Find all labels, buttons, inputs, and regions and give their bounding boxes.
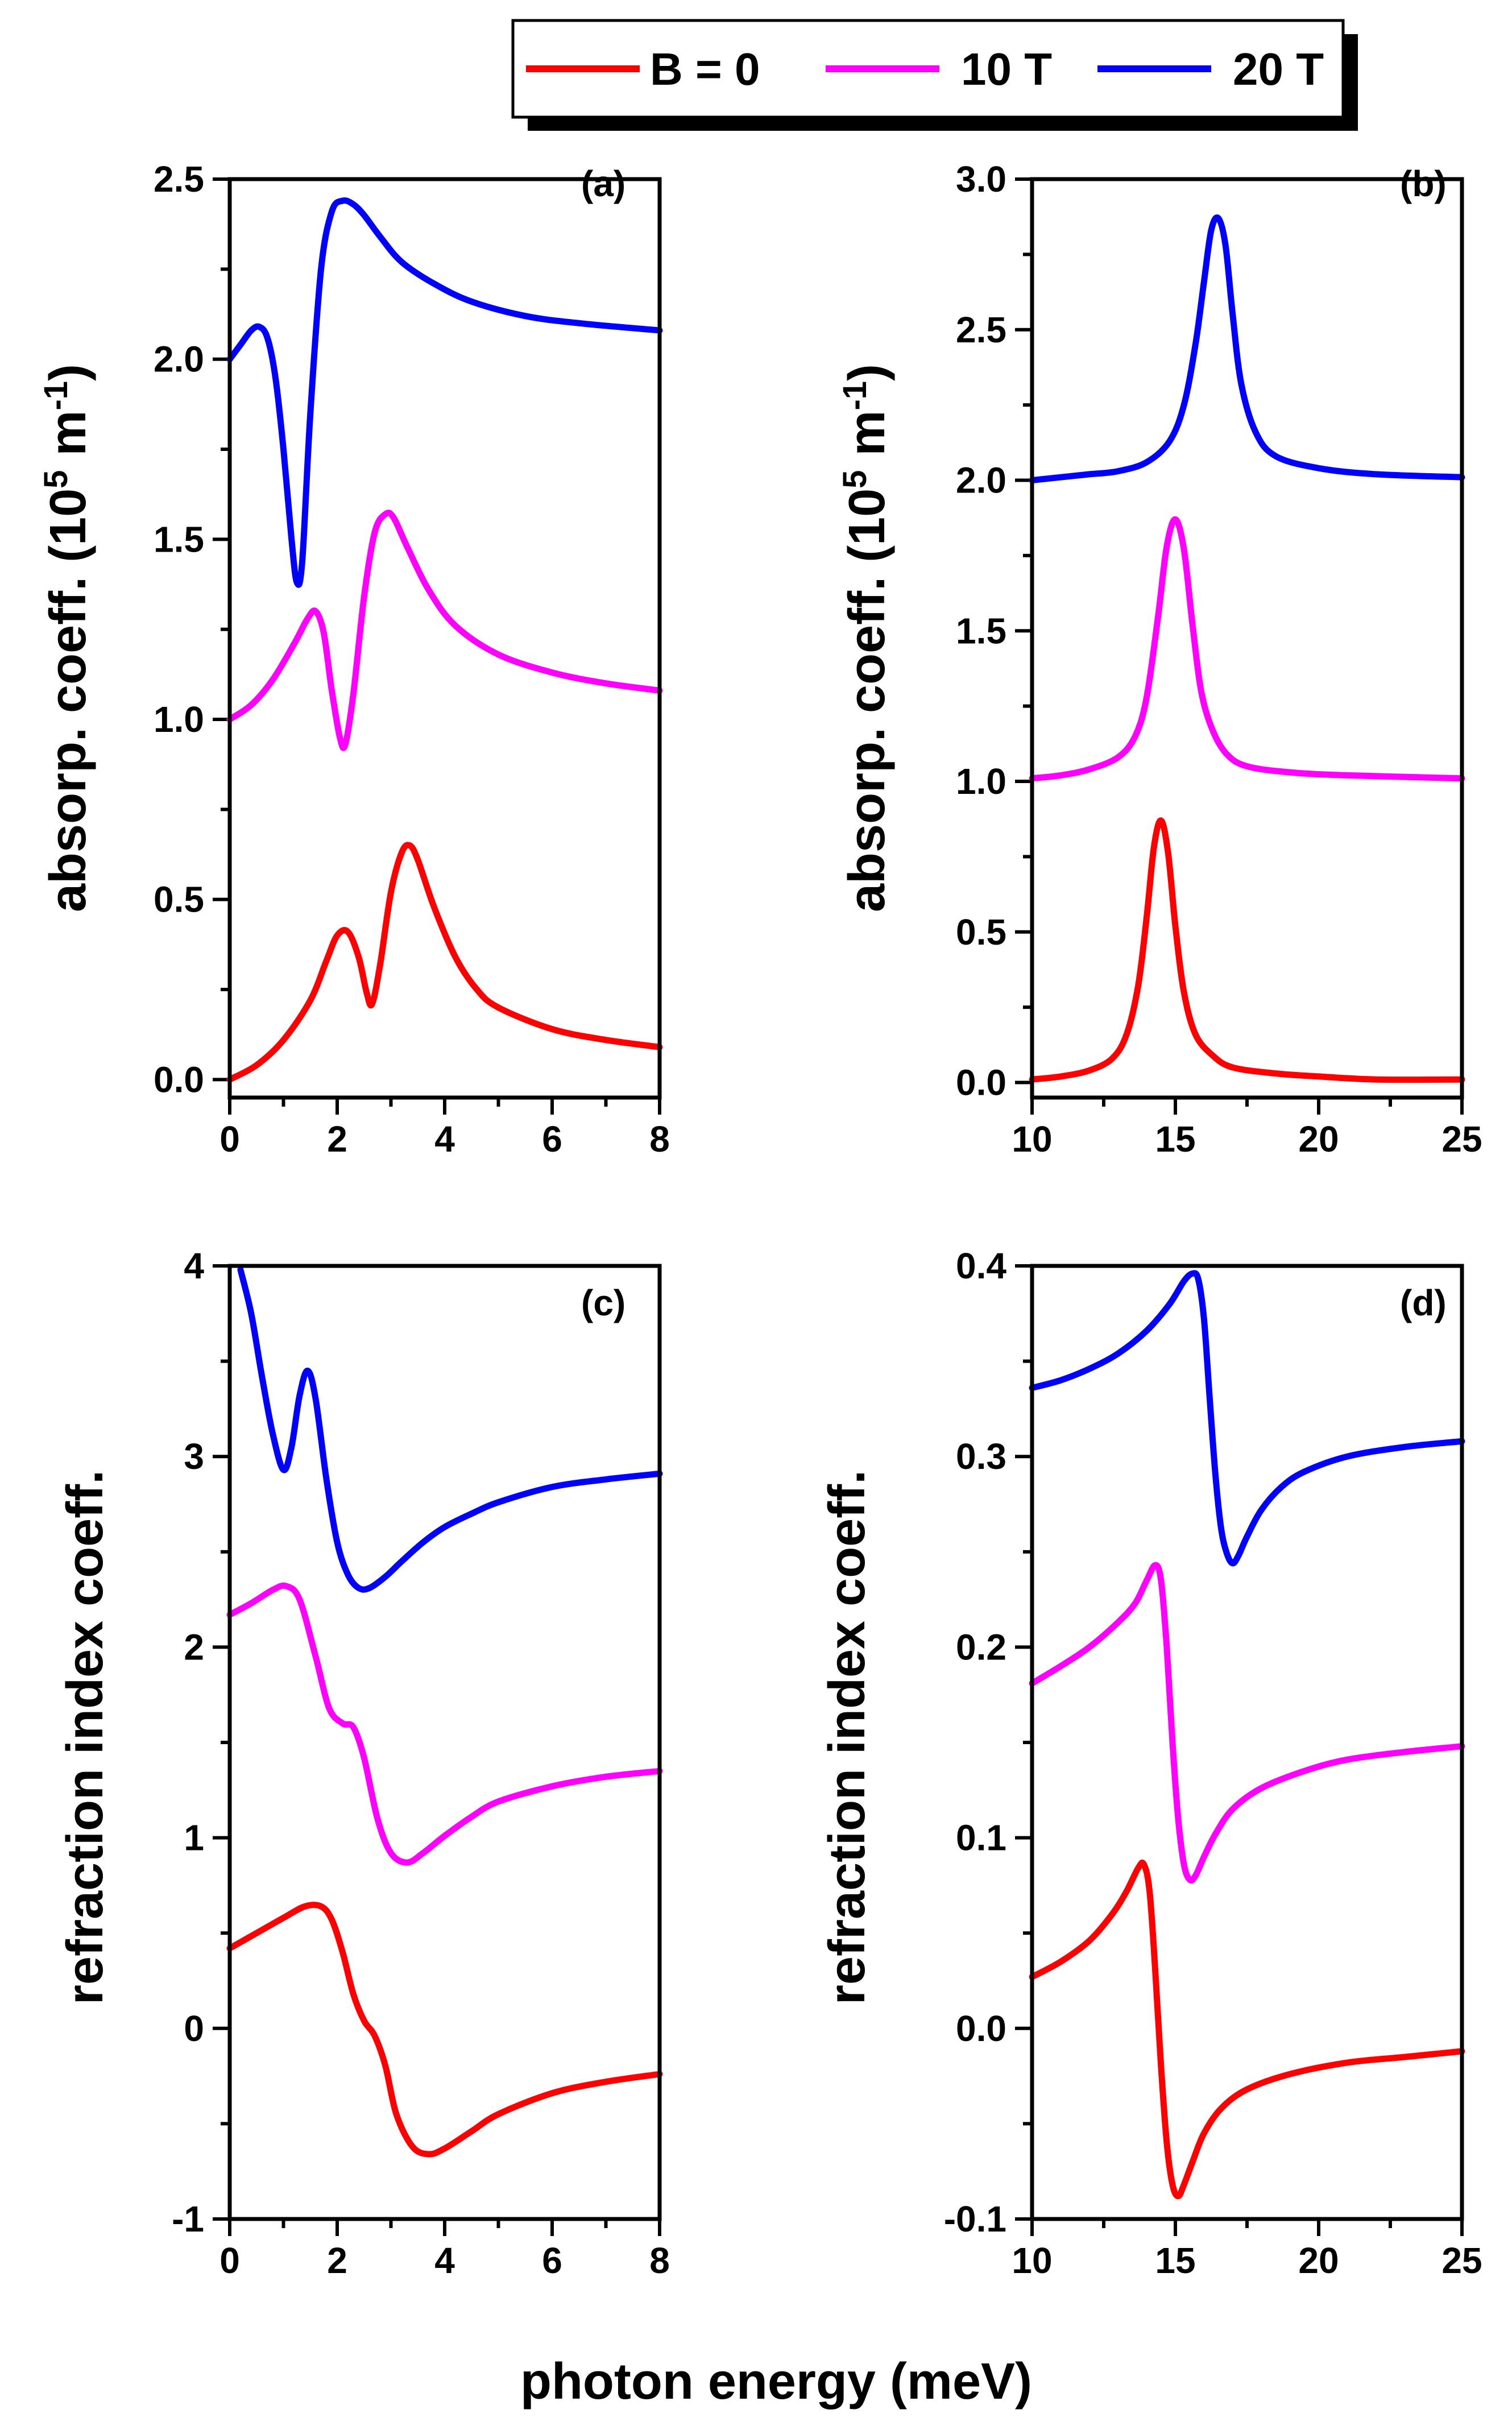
panel-c-xtick-label: 2 [327, 2240, 347, 2281]
panel-a-label: (a) [581, 163, 625, 204]
panel-d: 10 15 20 25 -0.1 0.0 0.1 0.2 0.3 0.4 (d) refracti… [819, 1245, 1482, 2281]
panel-b-ytick-label: 1.0 [956, 761, 1006, 802]
legend-label-10t: 10 T [961, 44, 1052, 94]
panel-b-xtick-label: 15 [1155, 1119, 1195, 1160]
panel-a-ytick-label: 1.5 [154, 519, 204, 560]
panel-d-series-10t [1029, 1562, 1465, 1884]
panel-d-ytick-label: 0.1 [956, 1818, 1006, 1858]
panel-b-ytick-label: 2.0 [956, 460, 1006, 501]
panel-b-label: (b) [1400, 163, 1447, 204]
panel-d-series-b0 [1029, 1860, 1465, 2200]
panel-a-ytick-label: 2.5 [154, 159, 204, 200]
panel-b-ytick-label: 3.0 [956, 159, 1006, 200]
panel-d-xtick-label: 20 [1298, 2240, 1339, 2281]
panel-c-label: (c) [581, 1282, 625, 1323]
panel-a-series-20t [226, 197, 663, 588]
panel-d-ytick-label: 0.4 [956, 1245, 1006, 1286]
panel-b-series-20t [1029, 214, 1465, 483]
panel-a-xtick-label: 4 [434, 1119, 455, 1160]
panel-c-xtick-label: 8 [649, 2240, 670, 2281]
panel-d-frame [1030, 1264, 1464, 2221]
panel-d-ytick-label: 0.3 [956, 1436, 1006, 1477]
panel-a-xtick-label: 6 [542, 1119, 562, 1160]
panel-b-ytick-label: 1.5 [956, 610, 1006, 651]
x-axis-title: photon energy (meV) [520, 2353, 1032, 2410]
panel-a-ytick-label: 0.0 [154, 1059, 204, 1100]
panel-a-xtick-label: 0 [219, 1119, 240, 1160]
panel-d-ylabel: refraction index coeff. [819, 1470, 876, 2005]
panel-b-series-b0 [1029, 817, 1465, 1083]
panel-d-xtick-label: 15 [1155, 2240, 1195, 2281]
panel-c-xtick-label: 6 [542, 2240, 562, 2281]
panel-c-ytick-label: -1 [172, 2199, 204, 2239]
panel-d-label: (d) [1400, 1282, 1447, 1323]
panel-c-ytick-label: 4 [184, 1245, 204, 1286]
panel-d-ytick-label: 0.2 [956, 1626, 1006, 1667]
panel-d-ytick-label: 0.0 [956, 2008, 1006, 2049]
legend-label-20t: 20 T [1233, 44, 1324, 94]
panel-c-xtick-label: 4 [434, 2240, 455, 2281]
panel-d-series-20t [1029, 1270, 1465, 1567]
panel-b-xtick-label: 10 [1012, 1119, 1052, 1160]
panel-c-ytick-label: 1 [184, 1818, 204, 1858]
panel-b-ytick-label: 0.0 [956, 1062, 1006, 1103]
panel-d-xtick-label: 10 [1012, 2240, 1052, 2281]
panel-a-ytick-label: 0.5 [154, 879, 204, 920]
panel-c-ylabel: refraction index coeff. [57, 1470, 114, 2005]
panel-a-ytick-label: 1.0 [154, 699, 204, 740]
panel-b-xtick-label: 25 [1441, 1119, 1482, 1160]
panel-b-ytick-label: 0.5 [956, 912, 1006, 953]
panel-c-ytick-label: 3 [184, 1436, 204, 1477]
panel-a-xtick-label: 2 [327, 1119, 347, 1160]
panel-c-ytick-label: 0 [184, 2008, 204, 2049]
panel-c: 0 2 4 6 8 -1 0 1 2 3 4 (c) refraction index coeff. [57, 1245, 670, 2281]
panel-a-xtick-label: 8 [649, 1119, 670, 1160]
panel-b-xtick-label: 20 [1298, 1119, 1339, 1160]
panel-a-series-b0 [226, 842, 663, 1083]
panel-a-frame [227, 177, 662, 1100]
panel-c-frame [227, 1264, 662, 2221]
panel-a-ytick-label: 2.0 [154, 339, 204, 380]
panel-b-frame [1030, 177, 1464, 1100]
panel-c-series-10t [226, 1582, 663, 1866]
panel-b: 10 15 20 25 0.0 0.5 1.0 1.5 2.0 2.5 3.0 (b) absorp… [836, 159, 1482, 1160]
panel-a-series-10t [226, 510, 663, 751]
legend: B = 0 10 T 20 T [511, 19, 1358, 131]
panel-a: 0 2 4 6 8 0.0 0.5 1.0 1.5 2.0 2.5 (a) absorp. coef… [38, 159, 670, 1160]
legend-label-b0: B = 0 [650, 44, 760, 94]
panel-c-series-20t [237, 1266, 663, 1593]
panel-d-ytick-label: -0.1 [944, 2199, 1006, 2239]
panel-c-xtick-label: 0 [219, 2240, 240, 2281]
panel-b-ytick-label: 2.5 [956, 309, 1006, 350]
panel-c-series-b0 [226, 1902, 663, 2158]
panel-c-ytick-label: 2 [184, 1626, 204, 1667]
panel-b-series-10t [1029, 516, 1465, 782]
panel-d-xtick-label: 25 [1441, 2240, 1482, 2281]
panel-a-ylabel: absorp. coeff. (105 m-1) [38, 364, 97, 912]
panel-b-ylabel: absorp. coeff. (105 m-1) [836, 364, 896, 912]
